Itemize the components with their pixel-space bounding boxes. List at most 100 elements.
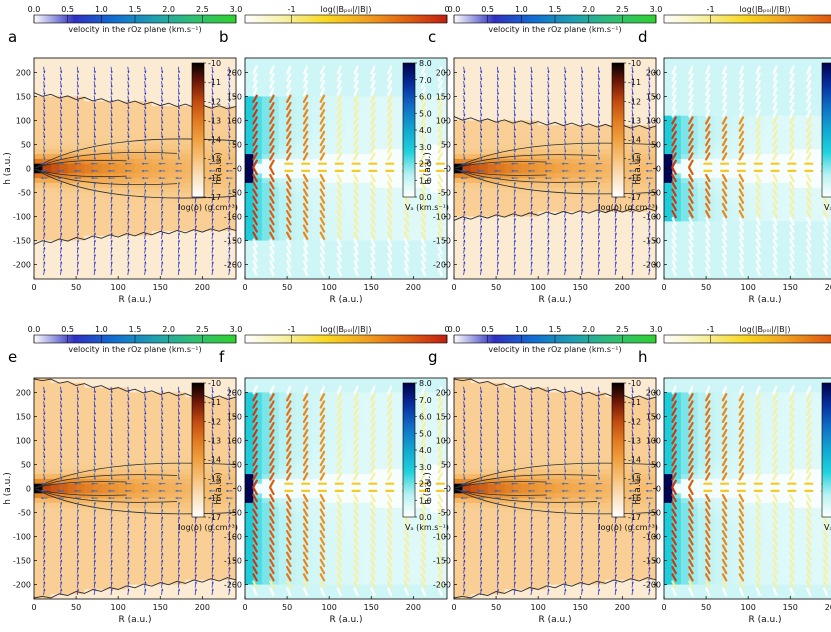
heatmap-cell <box>143 58 153 64</box>
velocity-arrow <box>60 203 63 211</box>
heatmap-cell <box>571 96 581 102</box>
heatmap-cell <box>413 96 423 102</box>
heatmap-cell <box>109 144 119 150</box>
heatmap-cell <box>529 139 539 146</box>
field-segment <box>437 173 444 183</box>
heatmap-cell <box>563 192 573 198</box>
heatmap-cell <box>320 216 330 222</box>
velocity-arrow <box>561 176 569 180</box>
velocity-arrow <box>127 210 130 218</box>
heatmap-cell <box>312 115 322 122</box>
heatmap-cell <box>126 62 136 69</box>
velocity-arrow <box>158 176 166 180</box>
heatmap-cell <box>672 211 682 218</box>
heatmap-cell <box>210 77 220 83</box>
heatmap-cell <box>706 115 716 122</box>
velocity-arrow <box>228 73 231 81</box>
heatmap-cell <box>59 221 69 227</box>
heatmap-cell <box>210 158 220 165</box>
heatmap-cell <box>379 221 389 227</box>
heatmap-cell <box>563 139 573 146</box>
heatmap-cell <box>697 230 707 237</box>
heatmap-cell <box>714 264 724 270</box>
heatmap-cell <box>388 230 398 237</box>
heatmap-cell <box>470 134 480 141</box>
velocity-arrow <box>161 182 164 189</box>
heatmap-cell <box>270 187 280 194</box>
heatmap-cell <box>362 182 372 189</box>
heatmap-cell <box>278 182 288 189</box>
heatmap-cell <box>270 240 280 246</box>
heatmap-cell <box>664 163 674 170</box>
heatmap-cell <box>555 86 565 93</box>
heatmap-cell <box>379 62 389 69</box>
heatmap-cell <box>278 254 288 261</box>
heatmap-cell <box>496 259 506 266</box>
velocity-arrow <box>530 218 533 225</box>
heatmap-cell <box>312 96 322 102</box>
velocity-arrow <box>177 146 181 153</box>
heatmap-cell <box>143 206 153 213</box>
heatmap-cell <box>479 206 489 213</box>
heatmap-cell <box>59 110 69 117</box>
velocity-arrow <box>108 176 115 180</box>
heatmap-cell <box>689 82 699 88</box>
heatmap-cell <box>92 154 102 160</box>
y-tick-label: -200 <box>433 261 451 270</box>
field-segment <box>269 253 275 262</box>
heatmap-cell <box>504 144 514 150</box>
heatmap-cell <box>84 259 94 266</box>
heatmap-cell <box>672 168 682 174</box>
heatmap-cell <box>479 211 489 218</box>
heatmap-cell <box>396 211 406 218</box>
heatmap-cell <box>362 96 372 102</box>
heatmap-cell <box>470 254 480 261</box>
heatmap-cell <box>563 178 573 184</box>
heatmap-cell <box>706 259 716 266</box>
velocity-arrow <box>530 124 533 131</box>
heatmap-cell <box>639 173 649 179</box>
field-segment <box>319 94 326 104</box>
heatmap-cell <box>245 139 255 146</box>
heatmap-cell <box>605 154 615 160</box>
heatmap-cell <box>555 82 565 88</box>
heatmap-cell <box>42 202 52 208</box>
heatmap-cell <box>388 221 398 227</box>
heatmap-cell <box>278 245 288 251</box>
heatmap-cell <box>538 168 548 174</box>
heatmap-cell <box>722 149 732 155</box>
heatmap-cell <box>529 67 539 74</box>
heatmap-cell <box>512 254 522 261</box>
velocity-arrow <box>141 169 149 173</box>
heatmap-cell <box>470 120 480 126</box>
heatmap-cell <box>312 144 322 150</box>
heatmap-cell <box>731 134 741 141</box>
heatmap-cell <box>588 216 598 222</box>
heatmap-cell <box>245 211 255 218</box>
heatmap-cell <box>151 125 161 131</box>
field-segment <box>420 80 426 89</box>
heatmap-cell <box>84 144 94 150</box>
heatmap-cell <box>135 134 145 141</box>
heatmap-cell <box>470 86 480 93</box>
heatmap-cell <box>664 274 674 279</box>
velocity-arrow <box>93 239 96 247</box>
heatmap-cell <box>689 226 699 232</box>
velocity-arrow <box>211 254 214 261</box>
heatmap-cell <box>329 67 339 74</box>
field-segment <box>437 145 444 154</box>
velocity-arrow <box>513 210 516 218</box>
heatmap-cell <box>470 125 480 131</box>
heatmap-cell <box>580 67 590 74</box>
heatmap-cell <box>597 230 607 237</box>
heatmap-cell <box>337 77 347 83</box>
field-segment <box>269 80 275 89</box>
heatmap-cell <box>470 250 480 256</box>
heatmap-cell <box>34 211 44 218</box>
heatmap-cell <box>101 168 111 174</box>
heatmap-cell <box>462 110 472 117</box>
heatmap-cell <box>639 158 649 165</box>
heatmap-cell <box>722 274 732 279</box>
velocity-arrow <box>597 146 601 153</box>
heatmap-cell <box>202 230 212 237</box>
